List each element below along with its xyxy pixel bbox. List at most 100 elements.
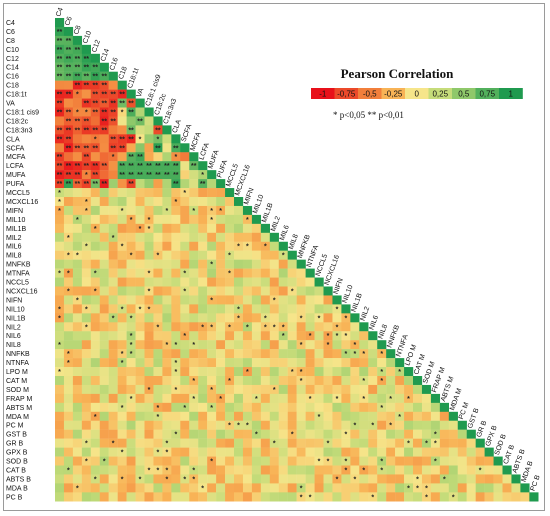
heatmap-cell (180, 259, 190, 269)
heatmap-cell (81, 152, 91, 162)
heatmap-cell (234, 429, 244, 439)
heatmap-cell (216, 367, 226, 377)
heatmap-cell (135, 492, 145, 502)
heatmap-cell (386, 465, 396, 475)
heatmap-cell (63, 402, 74, 412)
heatmap-cell (162, 295, 172, 305)
heatmap-cell (207, 250, 217, 260)
significance-mark: ** (84, 118, 90, 125)
heatmap-cell (189, 161, 199, 171)
heatmap-cell (251, 223, 262, 233)
heatmap-cell (278, 474, 288, 484)
heatmap-cell (144, 358, 154, 368)
heatmap-cell (99, 358, 109, 368)
heatmap-cell (404, 411, 414, 421)
heatmap-cell (242, 358, 253, 368)
significance-mark: * (76, 217, 79, 224)
significance-mark: * (157, 324, 160, 331)
heatmap-cell (162, 268, 172, 278)
heatmap-cell (63, 259, 74, 269)
heatmap-cell (90, 411, 100, 421)
column-label: NIFN (333, 277, 345, 295)
heatmap-cell (225, 268, 235, 278)
heatmap-cell (90, 268, 100, 278)
heatmap-cell (153, 134, 163, 144)
row-label: C14 (6, 65, 19, 72)
heatmap-cell (180, 170, 190, 180)
heatmap-cell (153, 340, 163, 350)
heatmap-cell (234, 420, 244, 430)
heatmap-cell (126, 402, 136, 412)
heatmap-cell (404, 456, 414, 466)
heatmap-cell (63, 286, 74, 296)
heatmap-cell (332, 420, 342, 430)
heatmap-cell (63, 331, 74, 341)
heatmap-cell (323, 286, 333, 296)
heatmap-cell (439, 438, 449, 448)
heatmap-cell (189, 376, 199, 386)
heatmap-cell (81, 340, 91, 350)
significance-mark: * (166, 467, 169, 474)
legend-value: -0,75 (337, 90, 356, 99)
heatmap-cell (162, 241, 172, 251)
heatmap-cell (135, 161, 145, 171)
heatmap-cell (386, 438, 396, 448)
heatmap-cell (234, 331, 244, 341)
heatmap-cell (90, 438, 100, 448)
heatmap-cell (225, 197, 235, 207)
heatmap-cell (55, 438, 65, 448)
heatmap-cell (63, 71, 74, 81)
heatmap-cell (466, 447, 476, 457)
significance-mark: * (166, 441, 169, 448)
heatmap-cell (395, 438, 405, 448)
heatmap-cell (99, 411, 109, 421)
heatmap-cell (207, 492, 217, 502)
heatmap-cell (350, 349, 360, 359)
heatmap-cell (90, 143, 100, 153)
heatmap-cell (144, 483, 154, 493)
heatmap-cell (225, 286, 235, 296)
heatmap-cell (189, 402, 199, 412)
heatmap-cell (251, 214, 262, 225)
heatmap-cell (55, 483, 65, 493)
heatmap-cell (368, 474, 378, 484)
heatmap-cell (395, 483, 405, 493)
heatmap-cell (126, 384, 136, 395)
significance-mark: * (237, 423, 240, 430)
heatmap-cell (144, 205, 154, 216)
heatmap-cell (90, 197, 100, 207)
heatmap-cell (242, 340, 253, 350)
heatmap-cell (251, 286, 262, 296)
heatmap-cell (144, 331, 154, 341)
heatmap-cell (225, 214, 235, 225)
heatmap-cell (287, 322, 297, 332)
heatmap-cell (323, 447, 333, 457)
row-label: ABTS M (6, 405, 32, 412)
heatmap-cell (81, 384, 91, 395)
significance-mark: * (273, 441, 276, 448)
heatmap-cell (332, 331, 342, 341)
heatmap-cell (189, 331, 199, 341)
heatmap-cell (55, 205, 65, 216)
heatmap-cell (251, 313, 262, 323)
heatmap-cell (90, 313, 100, 323)
heatmap-cell (207, 384, 217, 395)
heatmap-cell (90, 125, 100, 135)
row-label: CAT M (6, 378, 27, 385)
significance-mark: ** (93, 83, 99, 90)
column-label: MIL8 (288, 233, 300, 250)
heatmap-cell (475, 492, 485, 502)
heatmap-cell (314, 340, 324, 350)
significance-mark: * (407, 441, 410, 448)
heatmap-cell (90, 170, 100, 180)
row-label: C8 (6, 38, 15, 45)
heatmap-cell (242, 223, 253, 233)
heatmap-cell (305, 411, 315, 421)
row-label: LCFA (6, 163, 24, 170)
heatmap-cell (493, 492, 503, 502)
heatmap-cell (260, 465, 270, 475)
heatmap-cell (108, 349, 118, 359)
heatmap-cell (377, 447, 387, 457)
heatmap-cell (332, 456, 342, 466)
heatmap-cell (430, 393, 441, 404)
